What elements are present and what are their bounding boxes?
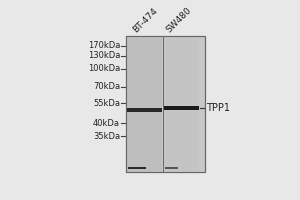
Text: 130kDa: 130kDa	[88, 51, 120, 60]
Text: SW480: SW480	[164, 5, 193, 34]
Bar	[127, 108, 162, 112]
Text: 100kDa: 100kDa	[88, 64, 120, 73]
Text: 55kDa: 55kDa	[93, 99, 120, 108]
Bar	[165, 167, 178, 169]
Text: 40kDa: 40kDa	[93, 119, 120, 128]
Text: 170kDa: 170kDa	[88, 41, 120, 50]
Bar	[126, 36, 205, 172]
Text: TPP1: TPP1	[206, 103, 230, 113]
Bar	[127, 36, 162, 172]
Bar	[164, 36, 199, 172]
Text: BT-474: BT-474	[132, 6, 160, 34]
Bar	[126, 36, 205, 172]
Text: 35kDa: 35kDa	[93, 132, 120, 141]
Text: 70kDa: 70kDa	[93, 82, 120, 91]
Bar	[164, 106, 199, 110]
Bar	[128, 167, 146, 169]
